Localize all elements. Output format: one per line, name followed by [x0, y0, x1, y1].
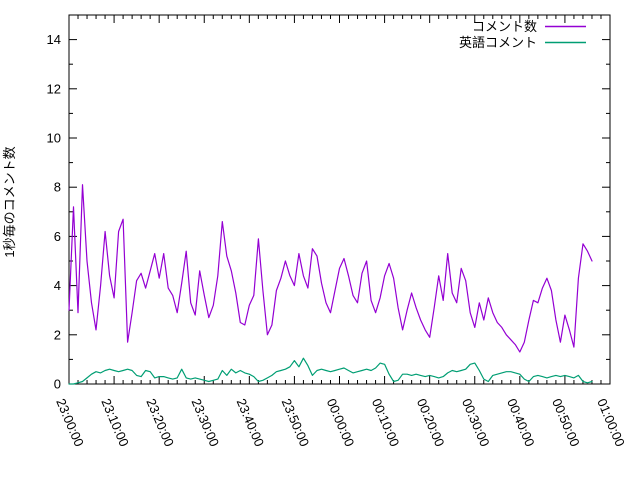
legend: コメント数 英語コメント: [459, 19, 586, 50]
legend-label-english: 英語コメント: [459, 35, 537, 50]
y-tick-label: 8: [54, 180, 61, 195]
x-tick-label: 23:30:00: [188, 396, 222, 448]
x-tick-label: 00:20:00: [414, 396, 448, 448]
axis-ticks: [68, 15, 611, 385]
x-tick-label: 00:50:00: [549, 396, 583, 448]
x-tick-label: 00:10:00: [369, 396, 403, 448]
x-tick-label: 23:20:00: [143, 396, 177, 448]
x-tick-label: 01:00:00: [594, 396, 628, 448]
x-tick-label: 00:30:00: [459, 396, 493, 448]
x-axis-labels: 23:00:00 23:10:00 23:20:00 23:30:00 23:40:00…: [53, 396, 628, 448]
x-tick-label: 23:10:00: [98, 396, 132, 448]
x-tick-label: 23:50:00: [279, 396, 313, 448]
series-lines: [68, 184, 593, 385]
y-tick-label: 2: [54, 327, 61, 342]
y-tick-label: 12: [47, 81, 61, 96]
english-comments-series-line: [68, 357, 593, 385]
y-tick-label: 0: [54, 377, 61, 392]
plot-border: [68, 14, 611, 385]
legend-label-comments: コメント数: [472, 19, 537, 34]
x-tick-label: 00:00:00: [324, 396, 358, 448]
x-tick-label: 23:40:00: [234, 396, 268, 448]
y-axis-title: 1秒毎のコメント数: [2, 146, 17, 257]
x-tick-label: 23:00:00: [53, 396, 87, 448]
y-tick-label: 4: [54, 278, 61, 293]
x-tick-label: 00:40:00: [504, 396, 538, 448]
y-tick-label: 6: [54, 229, 61, 244]
comments-series-line: [68, 184, 593, 353]
y-tick-label: 10: [47, 131, 61, 146]
y-tick-label: 14: [47, 32, 61, 47]
y-axis-labels: 0 2 4 6 8 10 12 14: [47, 32, 61, 391]
